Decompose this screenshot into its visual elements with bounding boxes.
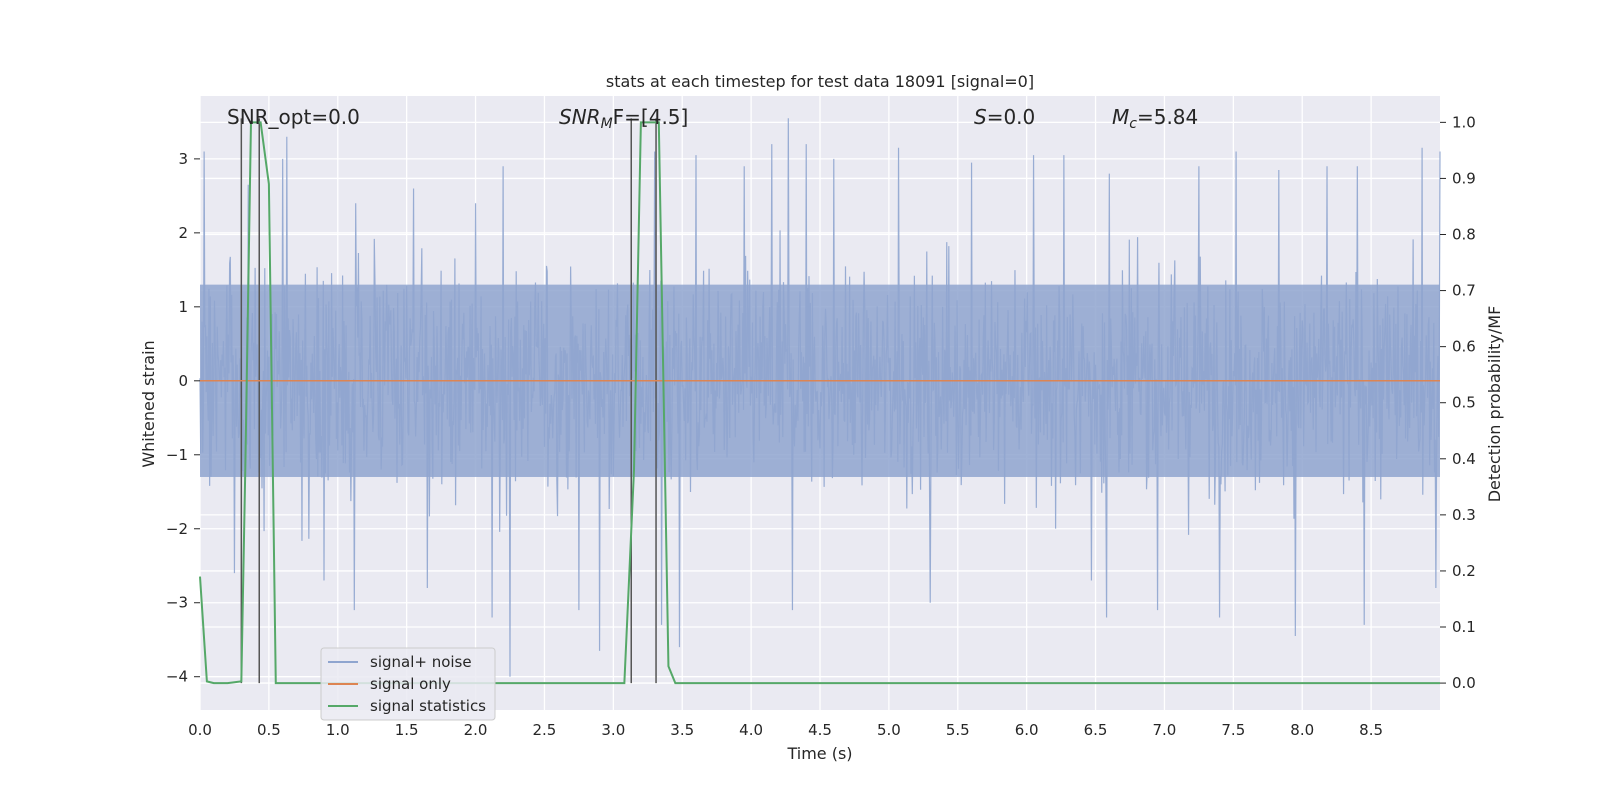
x-tick-label: 7.5 [1221, 721, 1245, 739]
x-axis-label: Time (s) [786, 744, 852, 763]
y2-tick-label: 0.2 [1452, 562, 1476, 580]
x-tick-label: 0.5 [257, 721, 281, 739]
annotation-snr-opt: SNR_opt=0.0 [227, 105, 360, 129]
y-tick-label: 3 [178, 150, 188, 168]
y-tick-label: −4 [166, 668, 188, 686]
annotation-s: S=0.0 [974, 105, 1035, 129]
x-tick-label: 0.0 [188, 721, 212, 739]
y2-tick-label: 0.0 [1452, 674, 1476, 692]
legend-box [320, 647, 496, 721]
y2-axis-label: Detection probability/MF [1485, 306, 1504, 503]
y-tick-label: −3 [166, 594, 188, 612]
annotation-s-tail: =0.0 [987, 105, 1036, 129]
y2-tick-labels: 1.0 0.9 0.8 0.7 0.6 0.5 0.4 0.3 0.2 0.1 0.0 [1440, 113, 1476, 692]
x-tick-labels: 0.0 0.5 1.0 1.5 2.0 2.5 3.0 3.5 4.0 4.5 5.0 5.5 6.0 6… [188, 721, 1383, 739]
annotation-mc-tail: =5.84 [1137, 105, 1198, 129]
annotation-mc-main: M [1112, 105, 1129, 129]
x-tick-label: 6.0 [1015, 721, 1039, 739]
chart-title: stats at each timestep for test data 180… [606, 72, 1034, 91]
y-tick-label: 1 [178, 298, 188, 316]
y2-tick-label: 0.4 [1452, 450, 1476, 468]
y2-tick-label: 0.9 [1452, 169, 1476, 187]
x-tick-label: 8.5 [1359, 721, 1383, 739]
x-tick-label: 3.0 [601, 721, 625, 739]
y2-tick-label: 0.6 [1452, 338, 1476, 356]
x-tick-label: 2.5 [533, 721, 557, 739]
annotation-snr-mf-tail: F=[4.5] [613, 105, 689, 129]
annotation-snr-mf-sub: M [601, 116, 613, 132]
y2-tick-label: 0.8 [1452, 226, 1476, 244]
annotation-snr-mf: SNRMF=[4.5] [559, 105, 688, 132]
legend: signal+ noise signal only signal statist… [320, 647, 496, 721]
y-tick-labels: 3 2 1 0 −1 −2 −3 −4 [166, 150, 200, 686]
x-tick-label: 2.0 [464, 721, 488, 739]
y2-tick-label: 1.0 [1452, 113, 1476, 131]
x-tick-label: 1.5 [395, 721, 419, 739]
x-tick-label: 6.5 [1084, 721, 1108, 739]
y-tick-label: −1 [166, 446, 188, 464]
y-axis-label: Whitened strain [139, 340, 158, 467]
legend-label-signal-only: signal only [370, 675, 451, 693]
x-tick-label: 4.5 [808, 721, 832, 739]
annotation-mc: Mc=5.84 [1112, 105, 1198, 132]
y2-tick-label: 0.3 [1452, 506, 1476, 524]
x-tick-label: 3.5 [670, 721, 694, 739]
x-tick-label: 4.0 [739, 721, 763, 739]
x-tick-label: 5.0 [877, 721, 901, 739]
y2-tick-label: 0.7 [1452, 282, 1476, 300]
y-tick-label: 2 [178, 224, 188, 242]
annotation-mc-sub: c [1129, 116, 1137, 132]
legend-label-signal-noise: signal+ noise [370, 653, 472, 671]
signal-statistics-series [199, 121, 1440, 685]
x-tick-label: 1.0 [326, 721, 350, 739]
x-tick-label: 8.0 [1290, 721, 1314, 739]
y-tick-label: 0 [178, 372, 188, 390]
y2-tick-label: 0.1 [1452, 618, 1476, 636]
signal-statistics-line [199, 121, 1440, 685]
annotation-s-main: S [974, 105, 987, 129]
y-tick-label: −2 [166, 520, 188, 538]
x-tick-label: 7.0 [1153, 721, 1177, 739]
legend-label-signal-statistics: signal statistics [370, 697, 486, 715]
x-tick-label: 5.5 [946, 721, 970, 739]
annotation-snr-mf-main: SNR [559, 105, 601, 129]
y2-tick-label: 0.5 [1452, 394, 1476, 412]
vertical-markers [240, 118, 657, 684]
